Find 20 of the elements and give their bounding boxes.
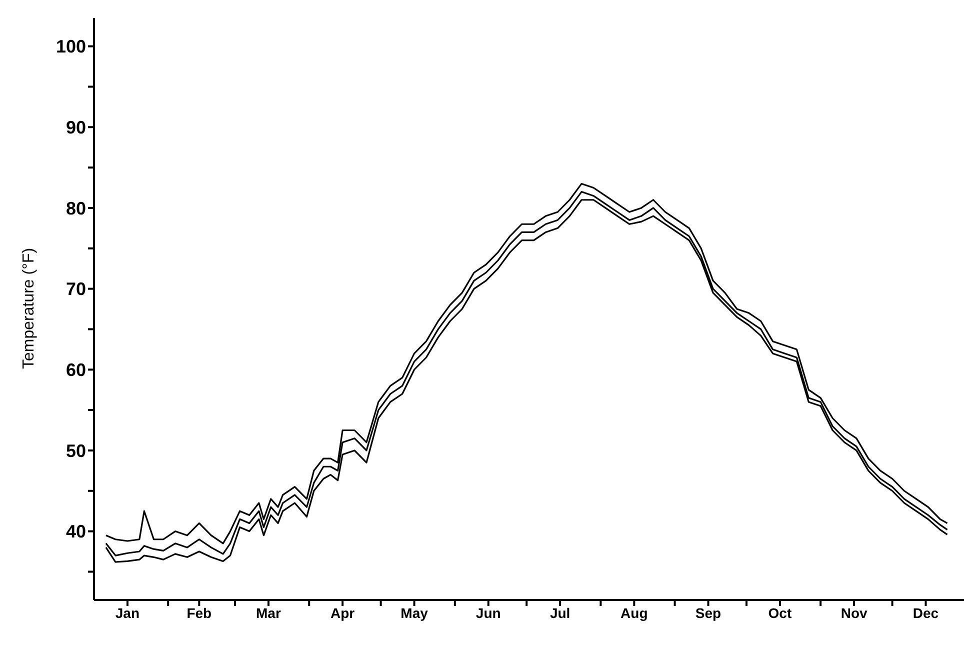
x-tick-label: Aug — [620, 604, 648, 621]
x-tick-label: Apr — [330, 604, 356, 621]
x-tick-label: Nov — [840, 604, 868, 621]
x-tick-label: Sep — [695, 604, 722, 621]
x-tick-label: Oct — [768, 604, 792, 621]
y-tick-label: 90 — [66, 118, 86, 138]
x-tick-label: May — [400, 604, 428, 621]
x-tick-label: Feb — [186, 604, 212, 621]
x-tick-label: Jan — [115, 604, 140, 621]
y-tick-label: 40 — [66, 522, 86, 542]
y-tick-label: 50 — [66, 440, 86, 461]
y-tick-label: 80 — [66, 198, 86, 218]
x-tick-label: Jun — [476, 604, 501, 621]
x-tick-label: Jul — [550, 604, 570, 621]
x-tick-label: Dec — [912, 604, 939, 621]
y-axis-title: Temperature (°F) — [20, 248, 38, 369]
x-tick-label: Mar — [256, 604, 282, 621]
y-tick-label: 60 — [66, 360, 86, 380]
y-tick-label: 100 — [56, 36, 86, 57]
y-tick-label: 70 — [66, 279, 86, 300]
